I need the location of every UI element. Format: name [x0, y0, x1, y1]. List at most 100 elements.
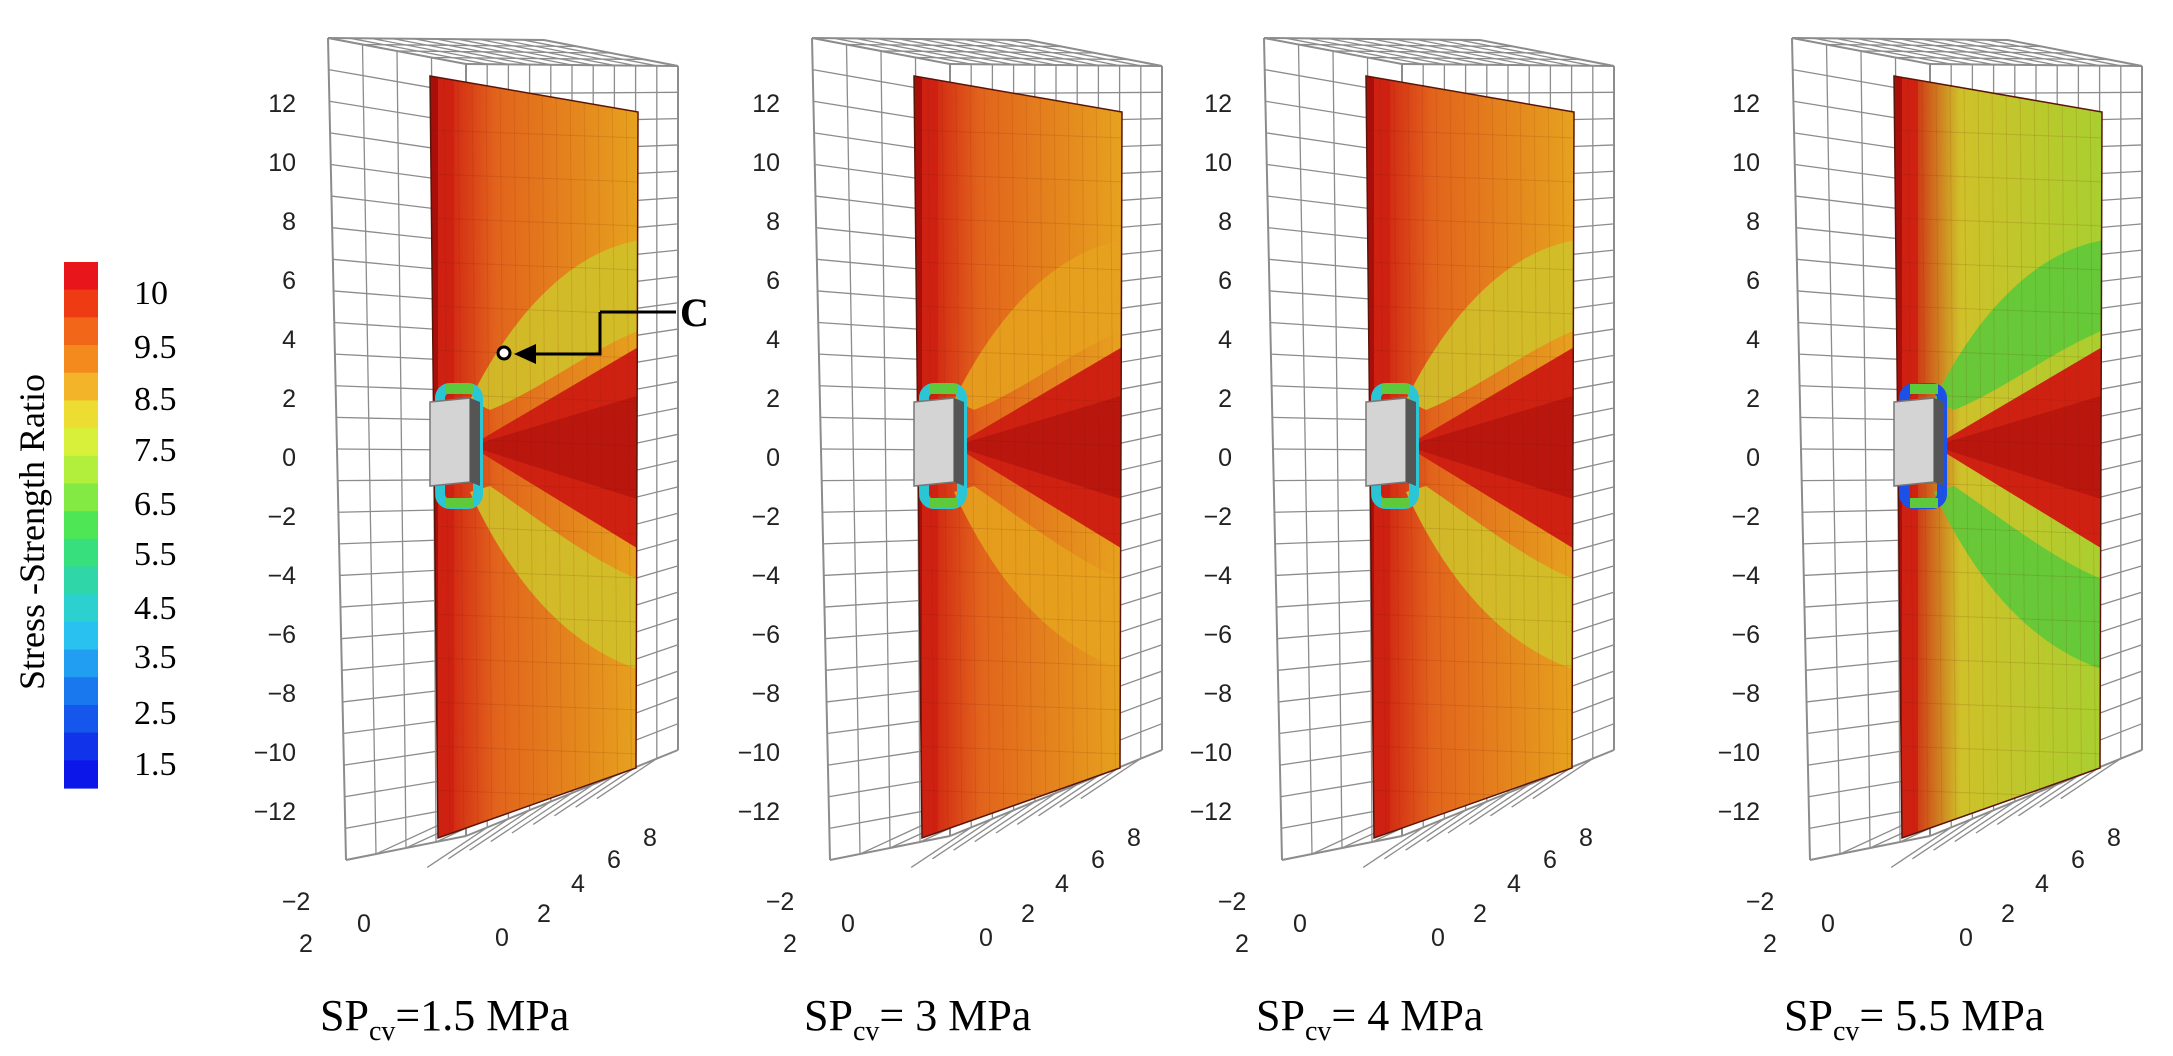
depth-tick-label: −2: [766, 888, 795, 916]
depth-tick-label: 0: [357, 910, 371, 938]
depth-tick-label: −2: [282, 888, 311, 916]
depth-axis-ticks: −2 0 2: [1746, 888, 1835, 958]
width-tick-label: 2: [1473, 900, 1487, 928]
vertical-tick-label: −10: [738, 739, 780, 767]
depth-axis-ticks: −2 0 2: [1218, 888, 1307, 958]
width-tick-label: 6: [2071, 846, 2085, 874]
depth-tick-label: 0: [841, 910, 855, 938]
vertical-tick-label: 10: [268, 149, 296, 177]
vertical-tick-label: 4: [282, 326, 296, 354]
depth-tick-label: 2: [1235, 930, 1249, 958]
caption-main: SP: [1784, 991, 1833, 1040]
panel-caption: SPcv= 3 MPa: [804, 991, 1031, 1047]
width-tick-label: 6: [1543, 846, 1557, 874]
vertical-tick-label: 6: [282, 267, 296, 295]
colorbar-segment: [64, 538, 98, 568]
vertical-tick-label: −2: [267, 503, 296, 531]
vertical-tick-label: −2: [751, 503, 780, 531]
colorbar-label: 9.5: [134, 329, 177, 366]
vertical-tick-label: 8: [282, 208, 296, 236]
width-tick-label: 6: [1091, 846, 1105, 874]
tunnel-opening-side: [470, 398, 480, 486]
depth-tick-label: −2: [1746, 888, 1775, 916]
vertical-tick-label: −6: [1731, 621, 1760, 649]
width-tick-label: 4: [2035, 870, 2049, 898]
vertical-tick-label: 6: [1218, 267, 1232, 295]
width-tick-label: 0: [1431, 924, 1445, 952]
vertical-tick-label: −2: [1203, 503, 1232, 531]
point-c-label: C: [680, 290, 709, 335]
vertical-tick-label: 12: [268, 90, 296, 118]
colorbar-segment: [64, 649, 98, 678]
width-tick-label: 8: [1127, 824, 1141, 852]
colorbar-segment: [64, 732, 98, 761]
width-tick-label: 4: [1507, 870, 1521, 898]
vertical-tick-label: 10: [1204, 149, 1232, 177]
point-c-marker: [496, 345, 512, 361]
tunnel-opening: [429, 397, 471, 487]
colorbar-label: 6.5: [134, 486, 177, 523]
point-c-arrowhead: [514, 344, 536, 364]
width-tick-label: 0: [495, 924, 509, 952]
vertical-tick-label: 8: [1746, 208, 1760, 236]
colorbar-segment: [64, 594, 98, 623]
colorbar-segment: [64, 566, 98, 595]
colorbar-segment: [64, 621, 98, 651]
vertical-tick-label: −4: [1731, 562, 1760, 590]
colorbar-segment: [64, 262, 98, 291]
point-c-leader: [532, 312, 602, 356]
vertical-tick-label: 12: [1204, 90, 1232, 118]
vertical-tick-label: 2: [1746, 385, 1760, 413]
caption-value: = 5.5 MPa: [1859, 991, 2044, 1040]
vertical-tick-label: −12: [1190, 798, 1232, 826]
panel-caption: SPcv= 4 MPa: [1256, 991, 1483, 1047]
vertical-tick-label: 12: [1732, 90, 1760, 118]
width-tick-label: 8: [1579, 824, 1593, 852]
vertical-tick-label: 8: [1218, 208, 1232, 236]
width-tick-label: 8: [643, 824, 657, 852]
colorbar-segment: [64, 345, 98, 374]
vertical-tick-label: 2: [282, 385, 296, 413]
vertical-tick-label: −8: [1203, 680, 1232, 708]
vertical-tick-label: 4: [1746, 326, 1760, 354]
width-tick-label: 2: [1021, 900, 1035, 928]
vertical-tick-label: −12: [738, 798, 780, 826]
tunnel-opening-side: [1406, 398, 1416, 486]
vertical-axis-ticks: 12 10 8 6 4 2 0 −2 −4 −6 −8 −10 −12: [1190, 90, 1233, 826]
colorbar-segment: [64, 455, 98, 485]
colorbar-segment: [64, 511, 98, 540]
width-tick-label: 0: [979, 924, 993, 952]
vertical-tick-label: −4: [267, 562, 296, 590]
vertical-tick-label: −6: [1203, 621, 1232, 649]
tunnel-opening: [1365, 397, 1407, 487]
vertical-tick-label: 0: [766, 444, 780, 472]
vertical-tick-label: 12: [752, 90, 780, 118]
stress-contour: [914, 76, 1122, 838]
depth-tick-label: 0: [1293, 910, 1307, 938]
vertical-tick-label: −6: [751, 621, 780, 649]
colorbar-segment: [64, 483, 98, 512]
colorbar-segment: [64, 704, 98, 734]
vertical-tick-label: −10: [1718, 739, 1760, 767]
colorbar-segment: [64, 760, 98, 789]
depth-tick-label: 2: [783, 930, 797, 958]
vertical-tick-label: −12: [254, 798, 296, 826]
colorbar-segment: [64, 372, 98, 402]
vertical-tick-label: −12: [1718, 798, 1760, 826]
tunnel-opening: [913, 397, 955, 487]
caption-main: SP: [1256, 991, 1305, 1040]
width-tick-label: 4: [1055, 870, 1069, 898]
colorbar-label: 3.5: [134, 639, 177, 676]
depth-tick-label: −2: [1218, 888, 1247, 916]
depth-tick-label: 2: [1763, 930, 1777, 958]
caption-subscript: cv: [1833, 1016, 1859, 1047]
vertical-tick-label: −6: [267, 621, 296, 649]
